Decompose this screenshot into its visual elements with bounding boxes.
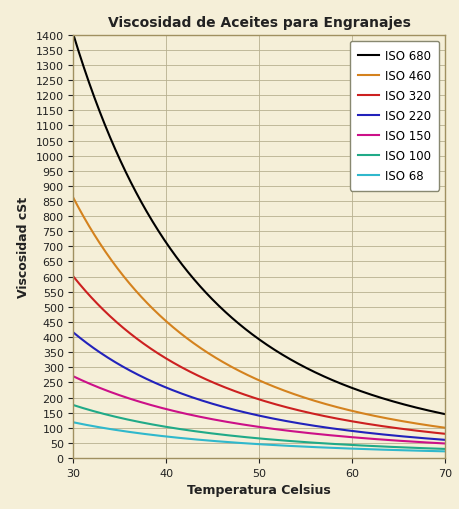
ISO 100 (375, 443, 381, 449)
ISO 150 (292, 429, 297, 435)
ISO 680 (272, 347, 277, 353)
ISO 320 (247, 393, 253, 400)
ISO 220 (375, 431, 381, 437)
ISO 320 (434, 430, 439, 436)
ISO 68 (442, 448, 448, 455)
ISO 150 (247, 422, 253, 429)
ISO 100 (247, 435, 253, 441)
ISO 460 (434, 423, 439, 430)
ISO 680 (247, 330, 253, 336)
ISO 68 (71, 419, 76, 426)
ISO 220 (292, 420, 297, 426)
ISO 220 (272, 416, 277, 422)
ISO 680 (292, 359, 297, 365)
ISO 220 (434, 436, 439, 442)
Legend: ISO 680, ISO 460, ISO 320, ISO 220, ISO 150, ISO 100, ISO 68: ISO 680, ISO 460, ISO 320, ISO 220, ISO … (349, 42, 439, 191)
ISO 460 (442, 425, 448, 431)
Line: ISO 220: ISO 220 (73, 333, 445, 440)
ISO 320 (250, 394, 255, 401)
ISO 680 (434, 409, 439, 415)
ISO 150 (272, 426, 277, 432)
ISO 680 (375, 394, 381, 400)
ISO 68 (434, 448, 439, 455)
ISO 320 (442, 431, 448, 437)
X-axis label: Temperatura Celsius: Temperatura Celsius (187, 484, 331, 496)
ISO 460 (71, 195, 76, 202)
ISO 150 (71, 374, 76, 380)
ISO 680 (71, 33, 76, 39)
ISO 680 (250, 332, 255, 338)
ISO 460 (247, 374, 253, 380)
Line: ISO 68: ISO 68 (73, 422, 445, 451)
ISO 220 (442, 437, 448, 443)
ISO 150 (375, 436, 381, 442)
ISO 460 (272, 384, 277, 390)
Title: Viscosidad de Aceites para Engranajes: Viscosidad de Aceites para Engranajes (108, 16, 411, 31)
Line: ISO 100: ISO 100 (73, 405, 445, 449)
ISO 320 (375, 422, 381, 429)
ISO 680 (442, 411, 448, 417)
Line: ISO 680: ISO 680 (73, 36, 445, 414)
Line: ISO 320: ISO 320 (73, 277, 445, 434)
ISO 150 (442, 441, 448, 447)
ISO 100 (292, 438, 297, 444)
ISO 320 (292, 407, 297, 413)
ISO 320 (272, 401, 277, 407)
Line: ISO 150: ISO 150 (73, 377, 445, 444)
ISO 150 (434, 440, 439, 446)
ISO 150 (250, 423, 255, 429)
ISO 68 (272, 442, 277, 448)
ISO 100 (71, 402, 76, 408)
ISO 100 (250, 435, 255, 441)
ISO 100 (442, 446, 448, 452)
ISO 100 (272, 437, 277, 443)
ISO 68 (250, 441, 255, 447)
ISO 460 (250, 375, 255, 381)
ISO 68 (292, 443, 297, 449)
ISO 220 (247, 411, 253, 417)
ISO 220 (250, 411, 255, 417)
ISO 68 (247, 441, 253, 447)
ISO 68 (375, 446, 381, 453)
ISO 320 (71, 274, 76, 280)
ISO 460 (292, 391, 297, 398)
ISO 460 (375, 414, 381, 420)
ISO 220 (71, 330, 76, 336)
Y-axis label: Viscosidad cSt: Viscosidad cSt (17, 196, 30, 297)
Line: ISO 460: ISO 460 (73, 199, 445, 428)
ISO 100 (434, 446, 439, 452)
